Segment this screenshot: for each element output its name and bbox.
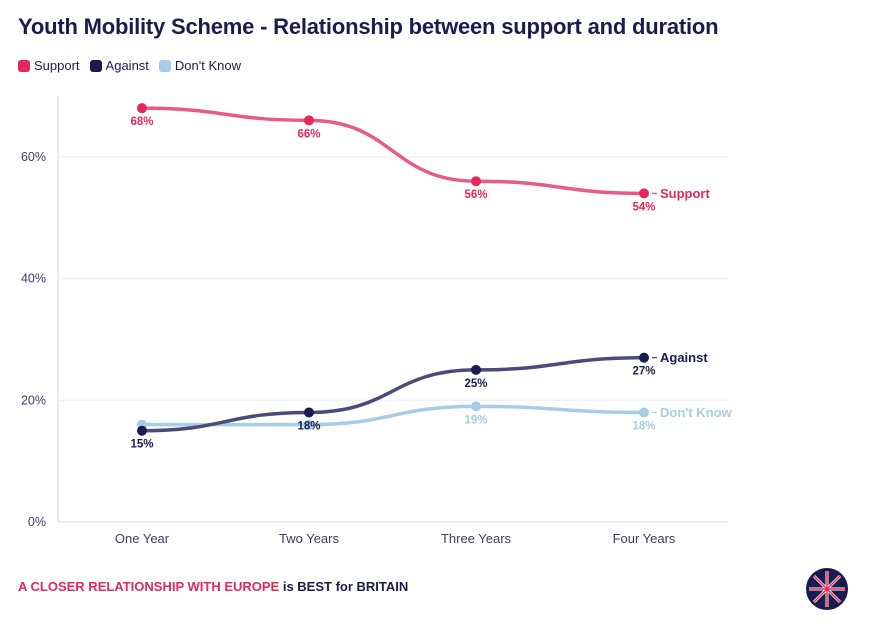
data-point xyxy=(471,176,481,187)
data-point xyxy=(304,419,314,430)
union-flag-logo-icon xyxy=(806,568,848,610)
data-point xyxy=(639,352,649,363)
series-end-label: Support xyxy=(660,186,710,201)
data-label: 27% xyxy=(632,366,655,378)
data-point xyxy=(639,407,649,418)
series-line-don-t-know xyxy=(140,404,646,427)
y-tick-label: 20% xyxy=(21,393,46,407)
chart-title: Youth Mobility Scheme - Relationship bet… xyxy=(18,14,719,39)
legend-label-against: Against xyxy=(105,58,149,73)
legend-label-support: Support xyxy=(34,58,80,73)
data-point xyxy=(639,188,649,199)
y-tick-label: 60% xyxy=(21,150,46,164)
y-tick-label: 40% xyxy=(21,272,46,286)
x-tick-label: Three Years xyxy=(441,531,512,546)
data-point xyxy=(471,364,481,375)
legend-label-dont-know: Don't Know xyxy=(174,58,241,73)
data-label: 68% xyxy=(130,116,153,128)
footer-slogan: A CLOSER RELATIONSHIP WITH EUROPE is BES… xyxy=(18,579,408,594)
y-tick-label: 0% xyxy=(28,515,46,529)
legend-swatch-against xyxy=(89,59,102,72)
x-tick-label: One Year xyxy=(115,531,170,546)
series-line-support xyxy=(140,106,646,196)
data-label: 54% xyxy=(632,201,655,213)
data-label: 25% xyxy=(464,378,487,390)
data-label: 18% xyxy=(297,420,320,432)
x-tick-label: Four Years xyxy=(613,531,676,546)
data-point xyxy=(304,407,314,418)
series-end-label: Don't Know xyxy=(660,405,733,420)
data-point xyxy=(471,401,481,412)
data-point xyxy=(137,425,147,436)
legend-item-dont-know[interactable]: Don't Know xyxy=(158,58,241,73)
series-line-against xyxy=(140,355,646,433)
data-label: 66% xyxy=(297,128,320,140)
data-label: 15% xyxy=(130,439,153,451)
legend: Support Against Don't Know xyxy=(18,58,241,73)
data-label: 19% xyxy=(464,414,487,426)
legend-item-support[interactable]: Support xyxy=(18,58,80,73)
footer-highlight: A CLOSER RELATIONSHIP WITH EUROPE xyxy=(18,579,280,594)
data-point xyxy=(137,103,147,114)
legend-swatch-support xyxy=(18,59,30,72)
data-label: 18% xyxy=(632,420,655,432)
series-end-label: Against xyxy=(660,350,708,365)
legend-item-against[interactable]: Against xyxy=(89,58,149,73)
data-point xyxy=(304,115,314,126)
footer-rest: is BEST for BRITAIN xyxy=(279,579,409,594)
legend-swatch-dont-know xyxy=(158,59,171,72)
x-tick-label: Two Years xyxy=(279,531,339,546)
data-label: 56% xyxy=(464,189,487,201)
